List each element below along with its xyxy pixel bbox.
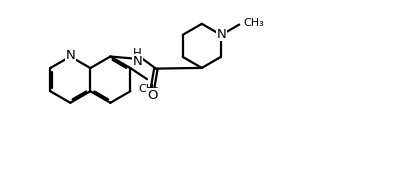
Text: CH₃: CH₃ — [138, 83, 159, 93]
Text: H: H — [133, 47, 142, 60]
Text: O: O — [147, 89, 158, 102]
Text: N: N — [133, 55, 142, 68]
Text: N: N — [217, 28, 227, 41]
Text: N: N — [65, 49, 75, 62]
Text: CH₃: CH₃ — [243, 18, 264, 28]
